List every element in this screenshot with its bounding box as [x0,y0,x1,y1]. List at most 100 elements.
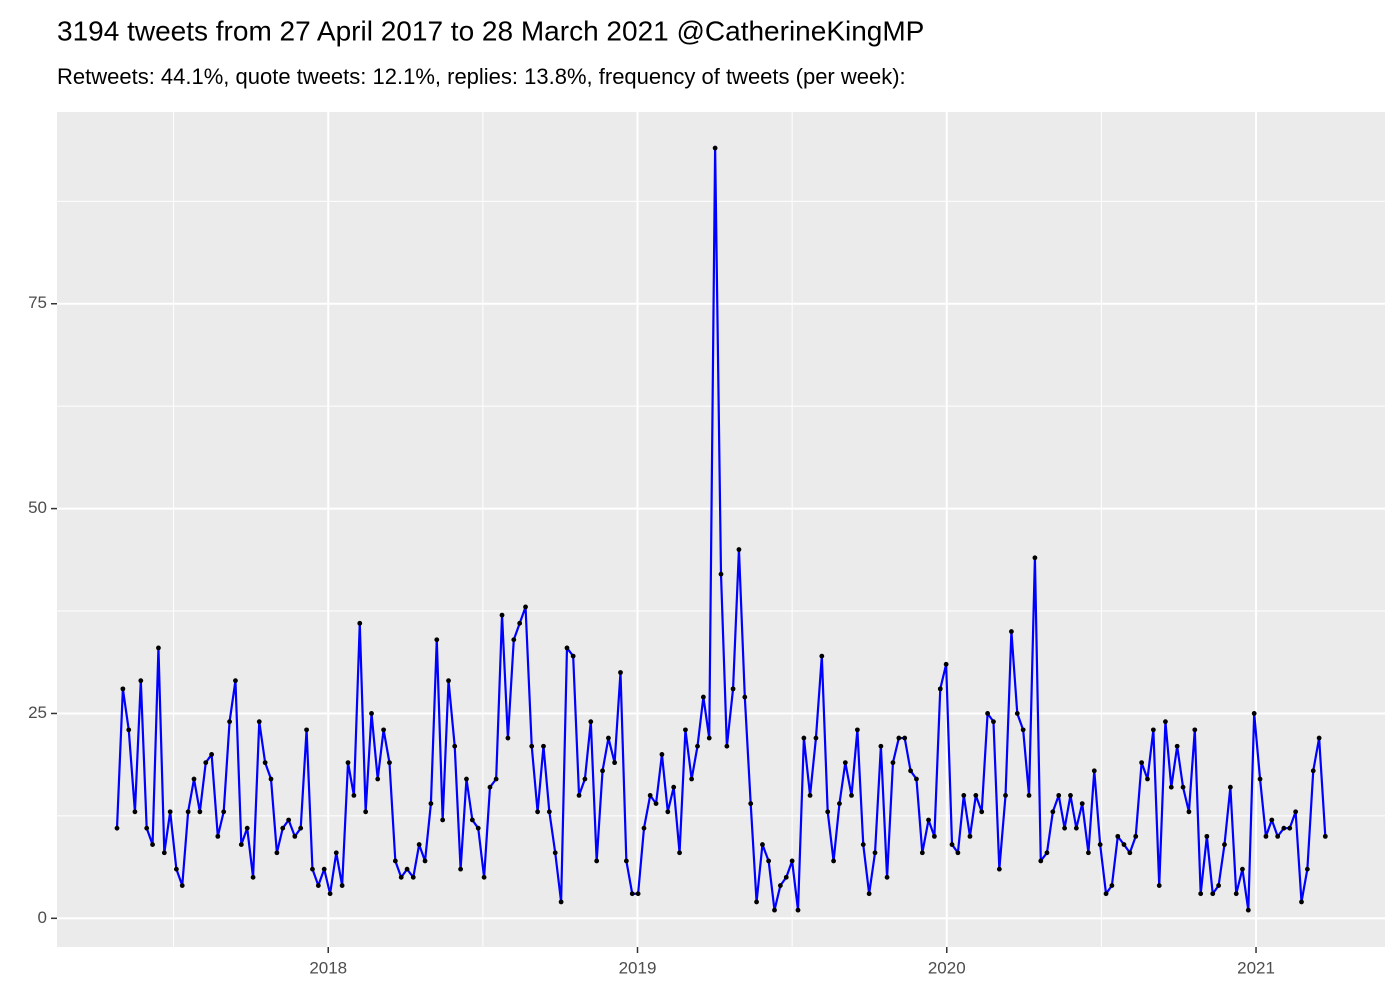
data-point [1281,825,1287,831]
data-point [446,678,451,684]
data-point [280,825,286,831]
data-point [357,620,363,626]
data-point [801,735,807,741]
data-point [943,661,949,667]
data-point [499,612,505,618]
data-point [440,817,446,823]
data-point [919,850,925,856]
x-tick-label: 2021 [1237,958,1275,977]
data-point [268,776,274,782]
data-point [1020,727,1026,733]
data-point [807,793,813,798]
data-point [777,883,783,888]
data-point [1044,850,1050,856]
data-point [1003,793,1008,798]
chart-title: 3194 tweets from 27 April 2017 to 28 Mar… [57,15,924,46]
x-tick-label: 2020 [928,958,966,977]
data-point [363,809,369,815]
data-point [1216,883,1222,888]
data-point [558,899,564,905]
data-point [931,833,937,839]
data-point [1322,833,1328,839]
data-point [369,711,374,716]
data-point [849,793,854,798]
data-point [1240,866,1245,872]
data-point [588,719,594,725]
data-point [1287,825,1293,831]
data-point [955,850,961,856]
data-point [606,735,611,741]
data-point [351,793,357,798]
data-point [985,711,990,716]
data-point [464,776,469,782]
data-point [339,883,345,888]
y-tick-label: 75 [28,293,47,312]
chart-subtitle: Retweets: 44.1%, quote tweets: 12.1%, re… [57,64,906,89]
data-point [262,760,268,766]
data-point [677,850,682,856]
data-point [1026,793,1032,798]
data-point [458,866,463,872]
data-point [233,678,238,684]
data-point [132,809,138,815]
data-point [671,784,677,790]
data-point [250,874,256,880]
data-point [1062,825,1067,831]
data-point [238,842,244,847]
data-point [582,776,588,782]
data-point [659,752,665,757]
data-point [860,842,866,847]
data-point [469,817,475,823]
data-point [144,825,150,831]
data-point [227,719,232,725]
data-point [1192,727,1198,733]
data-point [1139,760,1145,766]
data-point [244,825,250,831]
data-point [161,850,167,856]
data-point [1127,850,1133,856]
data-point [487,784,493,790]
data-point [896,735,902,741]
data-point [712,145,718,151]
data-point [1299,899,1304,905]
data-point [700,694,706,700]
data-point [730,686,736,692]
data-point [706,735,712,741]
data-point [315,883,321,888]
data-point [416,842,422,847]
data-point [831,858,836,864]
data-point [973,793,979,798]
data-point [156,645,161,651]
data-point [564,645,570,651]
data-point [766,858,772,864]
data-point [754,899,759,905]
data-point [256,719,262,725]
data-point [1145,776,1150,782]
data-point [404,866,410,872]
data-point [623,858,629,864]
data-point [742,694,748,700]
data-point [949,842,955,847]
data-point [618,670,623,675]
data-point [570,653,576,659]
data-point [825,809,831,815]
data-point [937,686,943,692]
data-point [1168,784,1174,790]
data-point [203,760,209,766]
data-point [1068,793,1073,798]
data-point [552,850,558,856]
data-point [1009,629,1014,634]
data-point [718,571,724,577]
data-point [1257,776,1263,782]
data-point [1174,743,1180,749]
data-point [1245,907,1251,913]
data-point [991,719,996,725]
data-point [1073,825,1079,831]
data-point [428,801,434,806]
data-point [114,825,120,831]
data-point [914,776,919,782]
data-point [600,768,605,774]
data-point [748,801,754,806]
data-point [493,776,499,782]
